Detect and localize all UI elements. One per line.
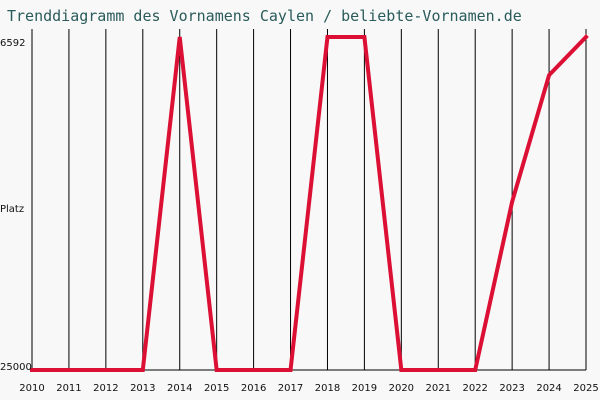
x-tick-label-2013: 2013: [130, 383, 155, 394]
x-tick-label-2017: 2017: [278, 383, 303, 394]
chart-title: Trenddiagramm des Vornamens Caylen / bel…: [7, 7, 522, 25]
y-tick-labels: 6592 25000 Platz: [0, 38, 32, 373]
x-tick-label-2024: 2024: [536, 383, 561, 394]
series-lines: [30, 34, 589, 372]
x-tick-label-2023: 2023: [499, 383, 524, 394]
x-tick-label-2014: 2014: [167, 383, 192, 394]
x-tick-label-2018: 2018: [315, 383, 340, 394]
x-tick-labels: 2010 2011 2012 2013 2014 2015 2016 2017 2018 2019…: [19, 383, 598, 394]
y-tick-label-top: 6592: [0, 38, 25, 49]
y-tick-label-bottom: 25000: [0, 362, 32, 373]
x-tick-label-2011: 2011: [56, 383, 81, 394]
grid-lines: [31, 29, 587, 370]
series-line-0: [30, 34, 589, 372]
x-tick-label-2021: 2021: [426, 383, 451, 394]
x-tick-label-2019: 2019: [352, 383, 377, 394]
x-tick-label-2010: 2010: [19, 383, 44, 394]
x-tick-label-2015: 2015: [204, 383, 229, 394]
y-axis-label: Platz: [0, 204, 24, 215]
x-tick-label-2022: 2022: [462, 383, 487, 394]
x-tick-label-2025: 2025: [573, 383, 598, 394]
x-tick-label-2012: 2012: [93, 383, 118, 394]
x-tick-label-2020: 2020: [389, 383, 414, 394]
x-tick-label-2016: 2016: [241, 383, 266, 394]
